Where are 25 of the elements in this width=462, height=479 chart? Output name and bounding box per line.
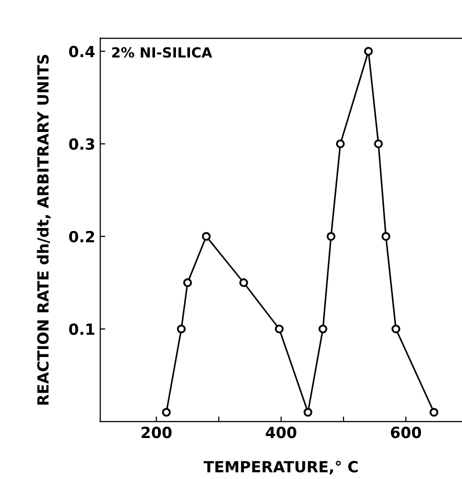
- x-tick-label: 200: [142, 426, 172, 438]
- y-tick-label: 0.3: [69, 138, 94, 150]
- point: [374, 139, 383, 148]
- annotation: 2% NI-SILICA: [112, 47, 212, 58]
- y-tick-label: 0.2: [69, 230, 94, 242]
- x-tick-label: 600: [390, 426, 422, 438]
- y-tick-label: 0.1: [69, 323, 94, 335]
- point: [239, 278, 248, 288]
- x-tick-label: 400: [266, 426, 296, 438]
- point: [183, 278, 192, 288]
- point: [304, 408, 312, 417]
- point: [430, 408, 438, 417]
- point: [318, 324, 328, 334]
- point: [392, 324, 400, 334]
- point: [382, 232, 390, 241]
- y-tick-label: 0.4: [69, 46, 95, 58]
- x-axis-title: TEMPERATURE,° C: [204, 460, 358, 474]
- point: [326, 232, 336, 241]
- point: [274, 324, 284, 334]
- point: [202, 232, 211, 241]
- point: [176, 324, 186, 334]
- point: [162, 408, 171, 417]
- y-axis-title: REACTION RATE dh/dt, ARBITRARY UNITS: [36, 54, 51, 405]
- point: [364, 46, 373, 56]
- point: [336, 139, 345, 148]
